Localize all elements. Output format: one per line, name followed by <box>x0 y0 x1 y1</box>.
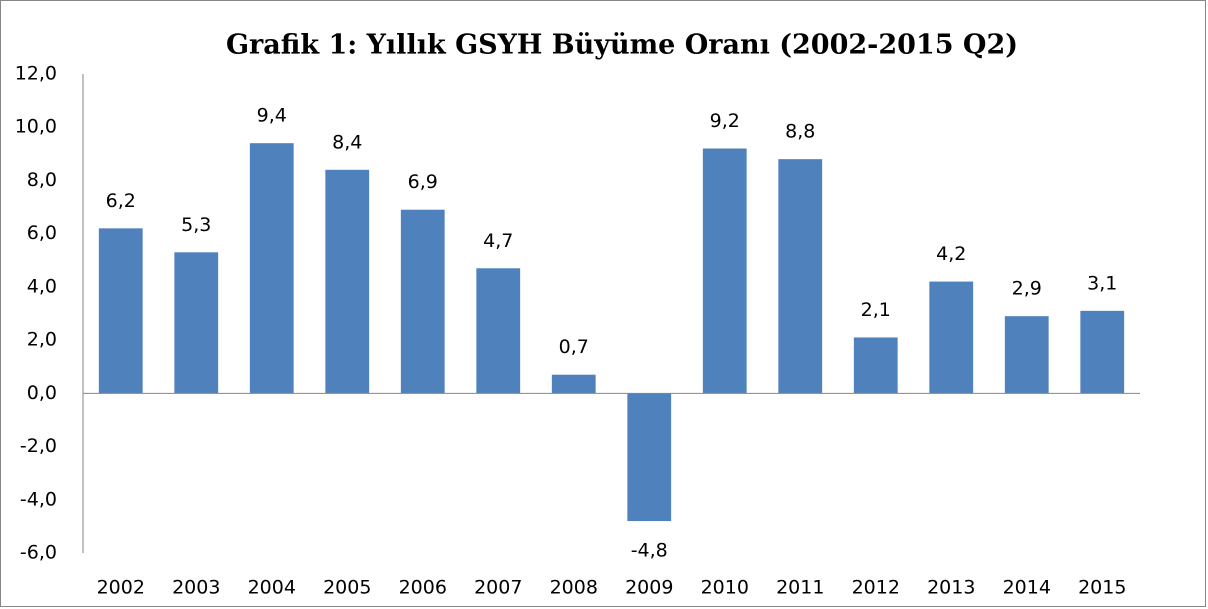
bar <box>929 281 974 394</box>
data-label: 2,9 <box>1012 278 1042 300</box>
data-label: 8,4 <box>332 131 362 153</box>
data-label: 2,1 <box>861 299 891 321</box>
x-tick-label: 2013 <box>927 577 975 599</box>
x-tick-label: 2003 <box>172 577 220 599</box>
data-label: 9,2 <box>710 110 740 132</box>
bar <box>627 393 672 522</box>
bar <box>400 209 445 394</box>
x-tick-label: 2002 <box>97 577 145 599</box>
bar <box>1004 316 1049 394</box>
bar <box>174 252 219 394</box>
y-tick-label: -2,0 <box>20 435 57 457</box>
data-label: 6,2 <box>106 190 136 212</box>
bar <box>98 228 143 394</box>
y-tick-label: 8,0 <box>27 169 57 191</box>
data-label: -4,8 <box>631 540 668 562</box>
data-label: 9,4 <box>257 105 287 127</box>
x-tick-label: 2015 <box>1078 577 1126 599</box>
y-tick-label: 0,0 <box>27 382 57 404</box>
x-tick-label: 2008 <box>550 577 598 599</box>
bar <box>249 143 294 394</box>
x-tick-label: 2004 <box>248 577 296 599</box>
x-tick-label: 2005 <box>323 577 371 599</box>
data-label: 6,9 <box>408 171 438 193</box>
data-label: 5,3 <box>181 214 211 236</box>
x-tick-label: 2007 <box>474 577 522 599</box>
x-tick-label: 2011 <box>776 577 824 599</box>
x-tick-label: 2006 <box>399 577 447 599</box>
bar <box>325 169 370 394</box>
y-tick-label: 4,0 <box>27 275 57 297</box>
data-label: 4,2 <box>936 243 966 265</box>
y-tick-label: -6,0 <box>20 542 57 564</box>
x-tick-label: 2014 <box>1003 577 1051 599</box>
data-label: 3,1 <box>1087 272 1117 294</box>
data-label: 4,7 <box>483 230 513 252</box>
y-tick-label: 2,0 <box>27 329 57 351</box>
bar <box>702 148 747 394</box>
bar <box>1080 310 1125 394</box>
chart-title: Grafik 1: Yıllık GSYH Büyüme Oranı (2002… <box>226 30 1018 61</box>
bar <box>476 268 521 394</box>
bar <box>853 337 898 394</box>
x-tick-label: 2009 <box>625 577 673 599</box>
y-tick-label: 12,0 <box>15 63 57 85</box>
data-label: 0,7 <box>559 336 589 358</box>
x-tick-label: 2010 <box>701 577 749 599</box>
y-tick-label: 6,0 <box>27 222 57 244</box>
x-tick-label: 2012 <box>852 577 900 599</box>
y-tick-label: 10,0 <box>15 116 57 138</box>
y-tick-label: -4,0 <box>20 488 57 510</box>
bar <box>778 159 823 394</box>
bar <box>551 374 596 394</box>
data-label: 8,8 <box>785 121 815 143</box>
